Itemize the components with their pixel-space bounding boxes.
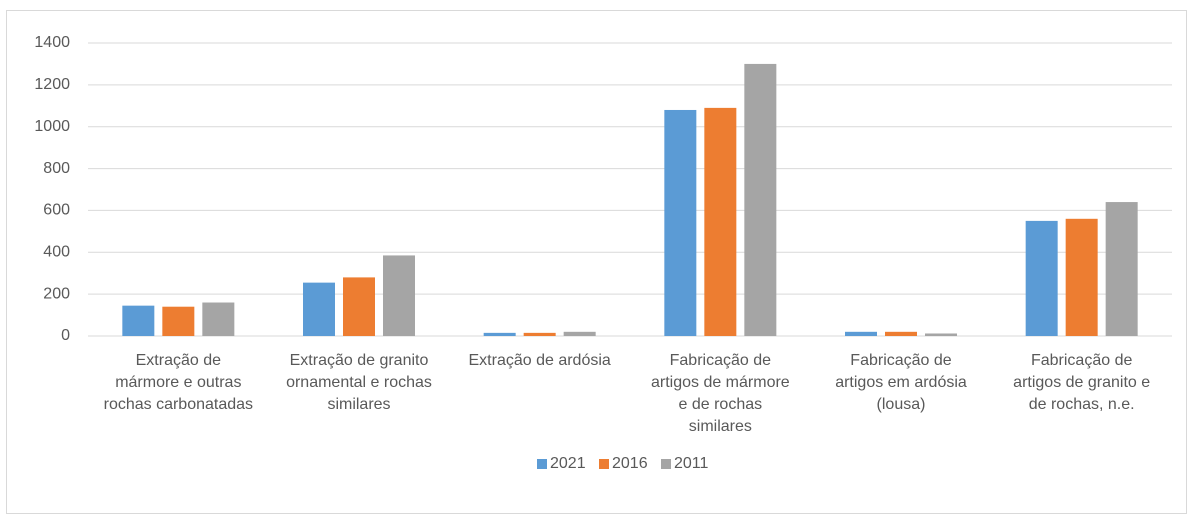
bar: [925, 333, 957, 336]
bar: [343, 277, 375, 336]
legend-label: 2021: [550, 455, 586, 472]
bar: [202, 302, 235, 336]
legend-swatch: [537, 459, 547, 469]
bar: [1065, 218, 1098, 336]
bar: [1025, 220, 1058, 336]
y-tick-label: 0: [61, 327, 70, 344]
y-tick-label: 200: [43, 285, 70, 302]
legend-label: 2016: [612, 455, 648, 472]
x-tick-label: Fabricação de artigos em ardósia (lousa): [835, 352, 967, 413]
y-tick-label: 1200: [34, 76, 70, 93]
bar: [1105, 202, 1138, 336]
legend-swatch: [599, 459, 609, 469]
bar: [885, 331, 917, 336]
x-tick-label: Extração de ardósia: [469, 352, 611, 369]
bar: [523, 332, 556, 336]
bar: [383, 255, 415, 336]
y-tick-label: 600: [43, 202, 70, 219]
bar: [162, 306, 195, 336]
legend-swatch: [661, 459, 671, 469]
bar: [845, 331, 877, 336]
y-tick-label: 1000: [34, 118, 70, 135]
y-tick-label: 800: [43, 160, 70, 177]
x-tick-label: Extração de granito ornamental e rochas si…: [286, 352, 432, 413]
bar: [563, 331, 596, 336]
x-tick-label: Extração de mármore e outras rochas carbon…: [104, 352, 253, 413]
x-tick-label: Fabricação de artigos de mármore e de roch…: [651, 352, 790, 435]
bar: [704, 107, 737, 336]
bar: [122, 305, 155, 336]
y-tick-label: 1400: [34, 34, 70, 51]
chart-border: [6, 10, 1187, 514]
bar: [303, 282, 335, 336]
bar: [483, 332, 516, 336]
y-tick-label: 400: [43, 244, 70, 261]
x-tick-label: Fabricação de artigos de granito e de roch…: [1013, 352, 1150, 413]
bar: [664, 109, 697, 336]
bar: [744, 63, 777, 337]
legend-label: 2011: [674, 455, 709, 472]
